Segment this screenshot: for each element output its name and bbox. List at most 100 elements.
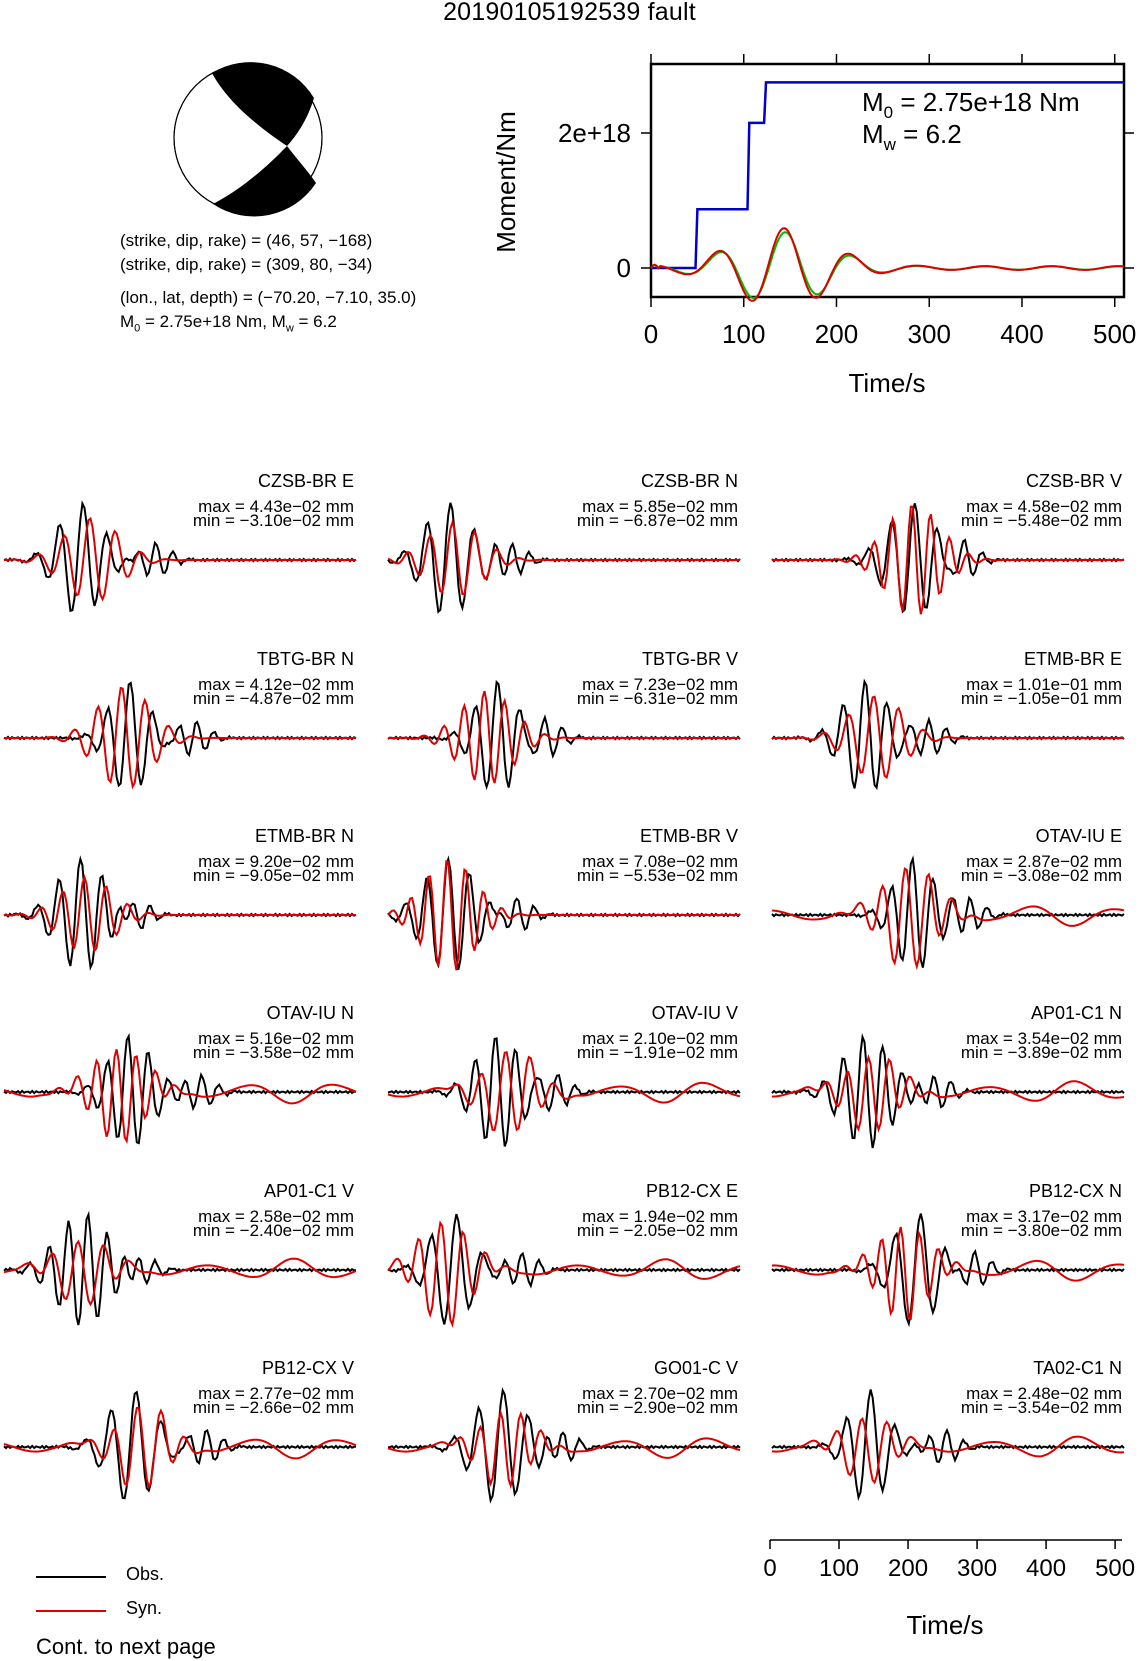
synthetic-waveform xyxy=(3,1406,357,1490)
legend-obs-line xyxy=(36,1576,106,1578)
station-label: OTAV-IU E xyxy=(1036,826,1122,846)
moment-summary-line: M0 = 2.75e+18 Nm, Mw = 6.2 xyxy=(120,312,337,338)
synthetic-waveform xyxy=(387,519,740,596)
moment-summary-subw: w xyxy=(285,322,294,335)
max-amplitude-label: max = 2.70e−02 mm xyxy=(582,1384,738,1403)
min-amplitude-label: min = −2.66e−02 mm xyxy=(193,1398,354,1417)
min-amplitude-label: min = −6.31e−02 mm xyxy=(577,689,738,708)
mechanism-line-2: (strike, dip, rake) = (309, 80, −34) xyxy=(120,255,373,274)
moment-x-tick-label: 200 xyxy=(815,319,858,349)
observed-waveform xyxy=(771,1213,1125,1328)
max-amplitude-label: max = 5.85e−02 mm xyxy=(582,497,738,516)
station-label: TBTG-BR V xyxy=(642,649,738,669)
moment-y-axis-label: Moment/Nm xyxy=(491,111,521,253)
max-amplitude-label: max = 7.23e−02 mm xyxy=(582,675,738,694)
synthetic-waveform xyxy=(4,686,356,790)
moment-summary-sub0: 0 xyxy=(134,322,141,335)
mw-annotation: Mw = 6.2 xyxy=(862,119,962,154)
max-amplitude-label: max = 4.58e−02 mm xyxy=(966,497,1122,516)
cumulative-moment-line xyxy=(651,81,1124,270)
synthetic-waveform xyxy=(771,1226,1125,1321)
observed-waveform xyxy=(3,1210,356,1326)
legend-obs-label: Obs. xyxy=(126,1564,165,1584)
bottom-x-tick-label: 400 xyxy=(1026,1555,1066,1582)
max-amplitude-label: max = 1.01e−01 mm xyxy=(966,675,1122,694)
min-amplitude-label: min = −2.05e−02 mm xyxy=(577,1221,738,1240)
m0-annotation: M0 = 2.75e+18 Nm xyxy=(862,87,1080,122)
moment-y-tick-label: 2e+18 xyxy=(558,118,631,148)
min-amplitude-label: min = −6.87e−02 mm xyxy=(577,511,738,530)
moment-x-tick-label: 400 xyxy=(1000,319,1043,349)
observed-waveform xyxy=(771,855,1125,968)
legend-syn-label: Syn. xyxy=(126,1598,163,1618)
synthetic-waveform xyxy=(3,1239,357,1307)
bottom-x-tick-label: 100 xyxy=(819,1555,859,1582)
synthetic-waveform xyxy=(3,516,356,602)
moment-summary-suffix: = 6.2 xyxy=(293,312,337,331)
observed-waveform xyxy=(771,1389,1125,1502)
beachball-compressional-quadrant-upper xyxy=(212,62,314,146)
station-label: ETMB-BR V xyxy=(640,826,738,846)
observed-waveform xyxy=(3,1032,357,1145)
bottom-x-tick-label: 300 xyxy=(957,1555,997,1582)
min-amplitude-label: min = −2.90e−02 mm xyxy=(577,1398,738,1417)
max-amplitude-label: max = 9.20e−02 mm xyxy=(198,852,354,871)
station-label: PB12-CX E xyxy=(646,1181,738,1201)
max-amplitude-label: max = 7.08e−02 mm xyxy=(582,852,738,871)
station-label: CZSB-BR V xyxy=(1026,471,1122,491)
legend-syn-line xyxy=(36,1610,106,1612)
continuation-note: Cont. to next page xyxy=(36,1634,216,1659)
station-label: TBTG-BR N xyxy=(257,649,354,669)
min-amplitude-label: min = −9.05e−02 mm xyxy=(193,866,354,885)
station-label: PB12-CX V xyxy=(262,1358,354,1378)
max-amplitude-label: max = 2.10e−02 mm xyxy=(582,1029,738,1048)
moment-x-tick-label: 500 xyxy=(1093,319,1136,349)
bottom-x-tick-label: 200 xyxy=(888,1555,928,1582)
beachball-border xyxy=(173,63,323,213)
station-label: TA02-C1 N xyxy=(1033,1358,1122,1378)
min-amplitude-label: min = −5.48e−02 mm xyxy=(961,511,1122,530)
station-label: CZSB-BR E xyxy=(258,471,354,491)
moment-summary-mid: = 2.75e+18 Nm, M xyxy=(140,312,286,331)
synthetic-waveform xyxy=(772,505,1124,615)
station-label: ETMB-BR N xyxy=(255,826,354,846)
min-amplitude-label: min = −1.05e−01 mm xyxy=(961,689,1122,708)
min-amplitude-label: min = −3.54e−02 mm xyxy=(961,1398,1122,1417)
observed-waveform xyxy=(387,1213,741,1325)
station-label: AP01-C1 V xyxy=(264,1181,354,1201)
max-amplitude-label: max = 4.43e−02 mm xyxy=(198,497,354,516)
min-amplitude-label: min = −3.58e−02 mm xyxy=(193,1043,354,1062)
max-amplitude-label: max = 3.17e−02 mm xyxy=(966,1207,1122,1226)
moment-summary-m: M xyxy=(120,312,135,331)
moment-rate-red-line xyxy=(650,227,1125,302)
mechanism-line-1: (strike, dip, rake) = (46, 57, −168) xyxy=(120,231,373,250)
min-amplitude-label: min = −3.80e−02 mm xyxy=(961,1221,1122,1240)
station-label: OTAV-IU N xyxy=(267,1003,354,1023)
moment-x-tick-label: 300 xyxy=(908,319,951,349)
observed-waveform xyxy=(3,1390,357,1500)
max-amplitude-label: max = 3.54e−02 mm xyxy=(966,1029,1122,1048)
max-amplitude-label: max = 2.87e−02 mm xyxy=(966,852,1122,871)
bottom-x-axis-label: Time/s xyxy=(906,1610,983,1640)
bottom-x-tick-label: 0 xyxy=(763,1555,776,1582)
min-amplitude-label: min = −3.08e−02 mm xyxy=(961,866,1122,885)
min-amplitude-label: min = −3.89e−02 mm xyxy=(961,1043,1122,1062)
synthetic-waveform xyxy=(387,1051,741,1132)
min-amplitude-label: min = −5.53e−02 mm xyxy=(577,866,738,885)
synthetic-waveform xyxy=(772,695,1124,780)
synthetic-waveform xyxy=(388,690,740,784)
synthetic-waveform xyxy=(3,874,356,953)
station-label: AP01-C1 N xyxy=(1031,1003,1122,1023)
observed-waveform xyxy=(387,1037,741,1147)
max-amplitude-label: max = 2.48e−02 mm xyxy=(966,1384,1122,1403)
synthetic-waveform xyxy=(387,1220,741,1328)
min-amplitude-label: min = −3.10e−02 mm xyxy=(193,511,354,530)
station-label: PB12-CX N xyxy=(1029,1181,1122,1201)
moment-x-axis-label: Time/s xyxy=(848,368,925,398)
synthetic-waveform xyxy=(771,867,1125,971)
synthetic-waveform xyxy=(3,1049,357,1144)
observed-waveform xyxy=(771,1033,1125,1149)
moment-y-tick-label: 0 xyxy=(617,253,631,283)
moment-x-tick-label: 0 xyxy=(644,319,658,349)
